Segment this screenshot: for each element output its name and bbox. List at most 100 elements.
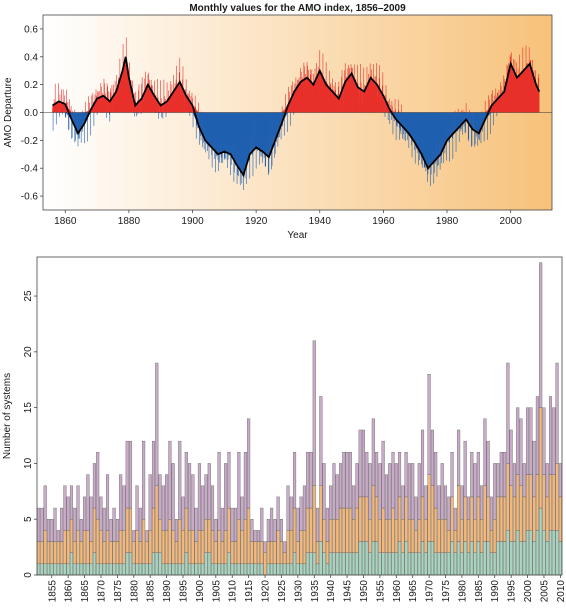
storm-bar-segment-2 <box>535 474 539 531</box>
storm-bar-segment-1 <box>401 552 405 576</box>
storm-bar-segment-1 <box>434 552 438 576</box>
storm-bar-segment-3 <box>506 362 510 464</box>
storm-bar-segment-3 <box>76 485 80 531</box>
storm-bar-segment-2 <box>447 530 451 553</box>
storm-bar-segment-3 <box>545 463 549 498</box>
storm-bar-segment-2 <box>181 530 185 565</box>
storm-bar-segment-1 <box>79 563 83 576</box>
storm-bar-segment-3 <box>489 496 493 531</box>
storm-bar-segment-3 <box>66 496 70 531</box>
storm-x-tick-label: 1935 <box>310 580 321 603</box>
storm-bar-segment-1 <box>92 552 96 576</box>
storm-bar-segment-2 <box>40 541 44 565</box>
storm-bar-segment-3 <box>316 507 320 542</box>
storm-bar-segment-1 <box>480 552 484 576</box>
storm-bar-segment-1 <box>348 552 352 576</box>
storm-bar-segment-1 <box>312 552 316 576</box>
storm-count-bars <box>37 262 562 576</box>
storm-bar-segment-1 <box>115 563 119 576</box>
storm-x-tick-label: 1870 <box>96 580 107 603</box>
storm-bar-segment-1 <box>325 563 329 576</box>
storm-bar-segment-2 <box>129 507 133 553</box>
storm-bar-segment-3 <box>289 496 293 531</box>
storm-bar-segment-2 <box>151 507 156 553</box>
storm-bar-segment-1 <box>493 552 497 576</box>
storm-bar-segment-1 <box>322 552 326 576</box>
storm-bar-segment-2 <box>286 530 290 565</box>
storm-bar-segment-2 <box>115 541 119 565</box>
storm-y-tick-label: 20 <box>23 346 34 358</box>
storm-bar-segment-2 <box>96 519 100 565</box>
storm-bar-segment-2 <box>506 463 510 531</box>
storm-bar-segment-3 <box>86 474 90 531</box>
storm-bar-segment-2 <box>489 530 493 553</box>
storm-bar-segment-3 <box>529 407 533 475</box>
storm-bar-segment-3 <box>253 530 257 542</box>
storm-bar-segment-2 <box>119 530 123 565</box>
storm-bar-segment-1 <box>50 563 54 576</box>
storm-bar-segment-3 <box>276 496 280 531</box>
storm-bar-segment-1 <box>129 552 133 576</box>
storm-bar-segment-1 <box>112 563 116 576</box>
storm-bar-segment-3 <box>60 507 64 542</box>
storm-bar-segment-2 <box>411 519 415 553</box>
storm-bar-segment-3 <box>398 452 402 498</box>
storm-bar-segment-1 <box>145 563 149 576</box>
storm-bar-segment-1 <box>555 530 559 576</box>
storm-bar-segment-3 <box>329 485 333 520</box>
amo-y-ticks: -0.6 -0.4 -0.2 0.0 0.2 0.4 0.6 <box>21 24 43 203</box>
storm-bar-segment-2 <box>155 485 159 553</box>
storm-bar-segment-3 <box>522 463 526 498</box>
storm-bar-segment-1 <box>535 530 539 576</box>
storm-bar-segment-3 <box>211 485 215 531</box>
storm-x-tick-label: 2000 <box>523 580 534 603</box>
storm-bar-segment-1 <box>253 563 257 576</box>
amo-x-tick-label: 1860 <box>54 216 77 227</box>
storm-bar-segment-1 <box>437 552 441 576</box>
storm-bar-segment-2 <box>516 474 520 531</box>
storm-bar-segment-2 <box>548 474 553 531</box>
storm-bar-segment-2 <box>316 541 320 565</box>
storm-bar-segment-1 <box>407 552 411 576</box>
storm-x-tick-label: 1955 <box>375 580 386 603</box>
storm-bar-segment-1 <box>516 530 520 576</box>
storm-bar-segment-1 <box>345 552 349 576</box>
storm-bar-segment-1 <box>375 541 379 576</box>
storm-bar-segment-1 <box>207 552 211 576</box>
storm-x-tick-label: 1995 <box>507 580 518 603</box>
storm-bar-segment-3 <box>519 418 523 486</box>
storm-bar-segment-3 <box>509 429 513 486</box>
storm-bar-segment-2 <box>476 496 480 542</box>
storm-bar-segment-3 <box>56 530 60 542</box>
storm-bar-segment-2 <box>145 541 149 565</box>
storm-bar-segment-3 <box>384 474 388 520</box>
storm-bar-segment-3 <box>40 507 44 542</box>
storm-bar-segment-2 <box>388 519 392 553</box>
storm-bar-segment-2 <box>355 507 359 553</box>
storm-bar-segment-1 <box>463 541 467 576</box>
storm-y-axis-label: Number of systems <box>2 373 13 459</box>
storm-bar-segment-1 <box>522 541 526 576</box>
storm-bar-segment-2 <box>56 541 60 565</box>
storm-bar-segment-1 <box>427 541 431 576</box>
storm-bar-segment-3 <box>273 519 277 542</box>
storm-bar-segment-3 <box>404 452 408 498</box>
storm-bar-segment-2 <box>463 496 467 542</box>
amo-chart-title: Monthly values for the AMO index, 1856–2… <box>189 3 406 14</box>
storm-bar-segment-3 <box>260 507 264 542</box>
storm-bar-segment-2 <box>480 519 484 553</box>
storm-bar-segment-2 <box>306 507 310 553</box>
storm-bar-segment-3 <box>135 485 139 531</box>
storm-bar-segment-2 <box>404 496 408 542</box>
amo-y-tick-label: 0.0 <box>24 108 38 119</box>
storm-bar-segment-1 <box>440 552 444 576</box>
storm-bar-segment-1 <box>293 552 297 576</box>
storm-bar-segment-2 <box>174 541 178 565</box>
storm-x-tick-label: 1980 <box>457 580 468 603</box>
storm-bar-segment-1 <box>316 563 320 576</box>
storm-bar-segment-1 <box>102 563 106 576</box>
storm-bar-segment-1 <box>279 563 283 576</box>
storm-bar-segment-1 <box>214 563 218 576</box>
amo-smoothed-line <box>52 56 541 178</box>
